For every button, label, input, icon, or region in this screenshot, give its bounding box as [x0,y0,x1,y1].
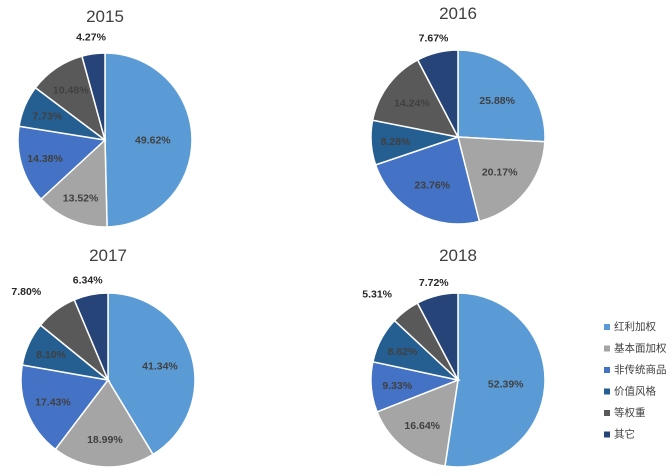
data-label: 49.62% [135,134,171,146]
data-label: 18.99% [87,434,123,446]
pie-slice-其它 [416,292,459,381]
data-label: 4.27% [76,32,106,44]
pie-slice-非传统商品 [20,364,110,451]
chart-title: 2018 [439,246,477,265]
data-label: 41.34% [142,361,178,373]
pie-slice-基本面加权 [376,378,459,467]
pie-chart-2016: 2016 25.88% 20.17% 23.76% 8.28% 14.24% 7.67% [370,4,546,225]
pie-slice-红利加权 [104,52,193,228]
pie-slice-红利加权 [107,292,196,456]
data-label: 7.73% [32,111,62,123]
data-label: 7.67% [419,32,449,44]
data-label: 5.31% [362,289,392,301]
legend-label: 非传统商品 [614,363,667,376]
legend-swatch [604,388,610,395]
data-label: 13.52% [63,193,99,205]
chart-title: 2016 [439,4,477,23]
data-label: 8.28% [381,136,411,148]
pie-slice-基本面加权 [457,136,546,223]
data-label: 20.17% [482,166,518,178]
data-label: 9.33% [382,380,412,392]
data-label: 7.80% [11,286,41,298]
legend-label: 其它 [614,428,635,441]
data-label: 8.10% [36,349,66,361]
legend-label: 价值风格 [614,385,656,398]
pie-slice-基本面加权 [54,378,155,468]
chart-title: 2015 [86,7,124,26]
chart-title: 2017 [89,246,127,265]
pie-slice-其它 [81,52,106,141]
data-label: 23.76% [414,179,450,191]
data-label: 17.43% [35,397,71,409]
pie-slice-基本面加权 [39,138,108,228]
legend-swatch [604,345,610,352]
pie-slice-红利加权 [444,292,546,468]
data-label: 14.38% [27,153,63,165]
pie-chart-2018: 2018 52.39% 16.64% 9.33% 8.62% 5.31% 7.72% [362,246,546,468]
legend-label: 等权重 [614,406,646,419]
data-label: 6.34% [73,274,103,286]
pie-slice-等权重 [371,58,460,139]
pie-slice-非传统商品 [17,125,107,201]
legend-swatch [604,410,610,416]
pie-chart-2015: 2015 49.62% 13.52% 14.38% 7.73% 10.48% 4.27% [17,7,193,228]
pie-slice-其它 [73,292,109,381]
data-label: 7.72% [419,277,449,289]
pie-chart-2017: 2017 41.34% 18.99% 17.43% 8.10% 7.80% 6.34% [11,246,196,468]
legend-label: 红利加权 [614,320,656,333]
legend-swatch [604,324,610,330]
pie-slice-非传统商品 [374,136,481,225]
legend-swatch [604,367,610,373]
data-label: 52.39% [488,379,524,391]
pie-slice-其它 [416,49,459,138]
data-label: 14.24% [394,98,430,110]
legend-swatch [604,431,610,438]
data-label: 10.48% [53,85,89,97]
data-label: 8.62% [388,346,418,358]
pie-slice-红利加权 [457,49,546,143]
data-label: 16.64% [404,420,440,432]
legend-label: 基本面加权 [614,342,667,355]
data-label: 25.88% [479,95,515,107]
